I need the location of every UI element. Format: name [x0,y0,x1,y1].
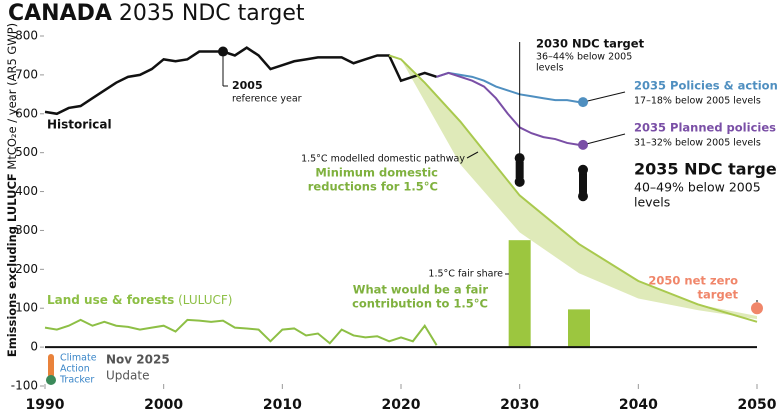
scenario-note: 31–32% below 2005 levels [634,138,761,149]
ndc-range [579,169,587,197]
historical-label: Historical [47,118,112,132]
ndc-2030-label: 2030 NDC target [536,37,645,51]
ndc-2035-note: 40–49% below 2005 [634,180,761,195]
chart-title: CANADA 2035 NDC target [8,1,305,26]
y-label-main: Emissions excluding LULUCF [5,173,19,357]
y-tick-label: 600 [15,106,38,120]
ndc-range [515,158,524,182]
series-line [44,318,438,346]
logo-text: Action [60,364,90,375]
ndc-2035-label: 2035 NDC target [634,160,777,179]
series-line [436,71,580,146]
x-tick-label: 2050 [738,397,777,413]
source-date: Nov 2025 [106,353,170,367]
x-tick-label: 2040 [619,397,658,413]
net-zero-label: 2050 net zero [648,274,738,288]
y-tick-label: 700 [15,67,38,81]
logo-text: Tracker [59,375,94,386]
ndc-2030-note: 36–44% below 2005 [536,52,632,63]
pathway-band [401,59,757,320]
fair-share-bar [508,240,531,348]
y-tick-label: 800 [15,29,38,43]
y-tick-label: 200 [15,262,38,276]
ndc-low [578,191,588,202]
series-line [44,46,437,116]
reference-label: 2005 [232,79,263,92]
ndc-high [514,153,525,164]
ndc-2035-note: levels [634,195,670,210]
ndc-high [578,164,588,175]
title-rest: 2035 NDC target [119,1,305,26]
lulucf-suffix: (LULUCF) [178,293,232,307]
cat-logo-icon [46,354,56,385]
source-note: Update [106,369,149,383]
y-tick-label: 500 [15,145,38,159]
lulucf-name: Land use & forests [47,293,174,307]
net-zero-label: target [698,288,739,302]
end-dot [578,139,588,150]
net-zero-dot [751,302,763,315]
pointer-line [466,151,479,159]
y-tick-label: 0 [30,340,38,354]
pointer-line [582,133,626,146]
scenario-note: 17–18% below 2005 levels [634,96,761,107]
fair-share-note: What would be a fair [353,283,489,297]
reference-note: reference year [232,94,302,105]
band-label: Minimum domestic [315,166,438,180]
x-tick-label: 2000 [144,397,183,413]
series-line [388,54,758,323]
fair-share-label: 1.5°C fair share [428,269,503,280]
fair-share-bar [568,309,590,348]
pointer-line [582,91,626,103]
reference-dot [218,46,228,57]
scenario-label: 2035 Planned policies [634,121,776,135]
end-dot [578,97,588,108]
x-tick-label: 2010 [263,397,302,413]
logo-text: Climate [60,353,97,364]
x-tick-label: 2020 [382,397,421,413]
title-bold: CANADA [8,1,112,26]
y-label-unit: MtCO₂e / year (AR5 GWP) [5,23,19,170]
y-tick-label: 300 [15,223,38,237]
ndc-2030-note: levels [536,63,564,74]
y-tick-label: 100 [15,301,38,315]
pathway-label: 1.5°C modelled domestic pathway [301,154,465,165]
y-tick-label: -100 [11,379,38,393]
lulucf-label: Land use & forests (LULUCF) [47,293,232,307]
x-tick-label: 2030 [500,397,539,413]
band-label: reductions for 1.5°C [308,180,438,194]
scenario-label: 2035 Policies & action [634,79,777,93]
ndc-low [514,176,525,187]
x-tick-label: 1990 [26,397,65,413]
y-axis-label: Emissions excluding LULUCF MtCO₂e / year… [5,23,19,357]
y-tick-label: 400 [15,184,38,198]
fair-share-note: contribution to 1.5°C [352,297,488,311]
series-line [436,71,580,104]
